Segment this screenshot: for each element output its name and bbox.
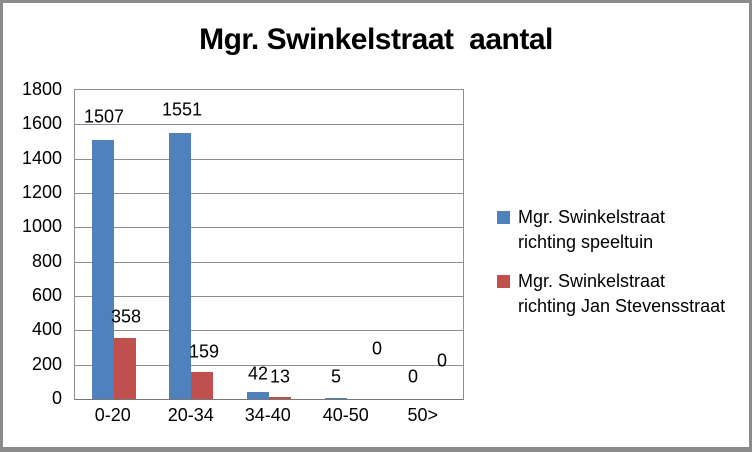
- bar-speeltuin: [324, 398, 347, 399]
- data-label: 159: [188, 341, 220, 362]
- bar-speeltuin: [91, 140, 114, 399]
- y-tick-label: 400: [31, 319, 62, 339]
- gridline: [75, 159, 463, 160]
- y-tick-label: 1800: [21, 79, 62, 99]
- data-label: 0: [436, 350, 448, 371]
- gridline: [75, 262, 463, 263]
- category-cell: [230, 90, 308, 399]
- gridline: [75, 193, 463, 194]
- data-label: 358: [110, 306, 142, 327]
- legend-entry: Mgr. Swinkelstraat richting Jan Stevensst…: [497, 269, 725, 319]
- legend: Mgr. Swinkelstraat richting speeltuin Mgr.…: [497, 205, 725, 333]
- bar-speeltuin: [246, 392, 269, 399]
- y-tick-label: 200: [31, 354, 62, 374]
- x-category-label: 34-40: [244, 405, 291, 425]
- data-label: 5: [330, 366, 342, 387]
- data-label: 13: [269, 366, 291, 387]
- y-tick-label: 1600: [21, 113, 62, 133]
- category-cell: [75, 90, 153, 399]
- y-tick-label: 1000: [21, 216, 62, 236]
- bar-jan-stevensstraat: [268, 397, 291, 399]
- y-tick-label: 1200: [21, 182, 62, 202]
- data-label: 0: [371, 338, 383, 359]
- bar-jan-stevensstraat: [113, 338, 136, 399]
- gridline: [75, 330, 463, 331]
- data-label: 0: [407, 366, 419, 387]
- category-cell: [385, 90, 463, 399]
- y-tick-label: 1400: [21, 148, 62, 168]
- y-tick-label: 800: [31, 251, 62, 271]
- gridline: [75, 365, 463, 366]
- data-label: 42: [247, 363, 269, 384]
- category-cell: [308, 90, 386, 399]
- legend-swatch: [497, 275, 510, 288]
- legend-label-line: richting speeltuin: [518, 232, 654, 252]
- x-category-label: 40-50: [322, 405, 369, 425]
- legend-entry: Mgr. Swinkelstraat richting speeltuin: [497, 205, 725, 255]
- legend-label: Mgr. Swinkelstraat richting Jan Stevensst…: [518, 269, 725, 319]
- gridline: [75, 124, 463, 125]
- y-tick-label: 0: [51, 388, 62, 408]
- legend-swatch: [497, 211, 510, 224]
- x-category-label: 50>: [407, 405, 439, 425]
- chart-title: Mgr. Swinkelstraat aantal: [199, 23, 553, 56]
- category-cell: [153, 90, 231, 399]
- plot-area: [74, 89, 464, 400]
- data-label: 1551: [161, 99, 203, 120]
- x-category-label: 0-20: [94, 405, 131, 425]
- bar-speeltuin: [169, 133, 192, 399]
- legend-label: Mgr. Swinkelstraat richting speeltuin: [518, 205, 665, 255]
- legend-label-line: Mgr. Swinkelstraat: [518, 271, 666, 291]
- x-category-label: 20-34: [167, 405, 214, 425]
- data-label: 1507: [83, 106, 125, 127]
- legend-label-line: Mgr. Swinkelstraat: [518, 207, 666, 227]
- legend-label-line: richting Jan Stevensstraat: [518, 296, 726, 316]
- gridline: [75, 296, 463, 297]
- y-tick-label: 600: [31, 285, 62, 305]
- bar-jan-stevensstraat: [191, 372, 214, 399]
- gridline: [75, 227, 463, 228]
